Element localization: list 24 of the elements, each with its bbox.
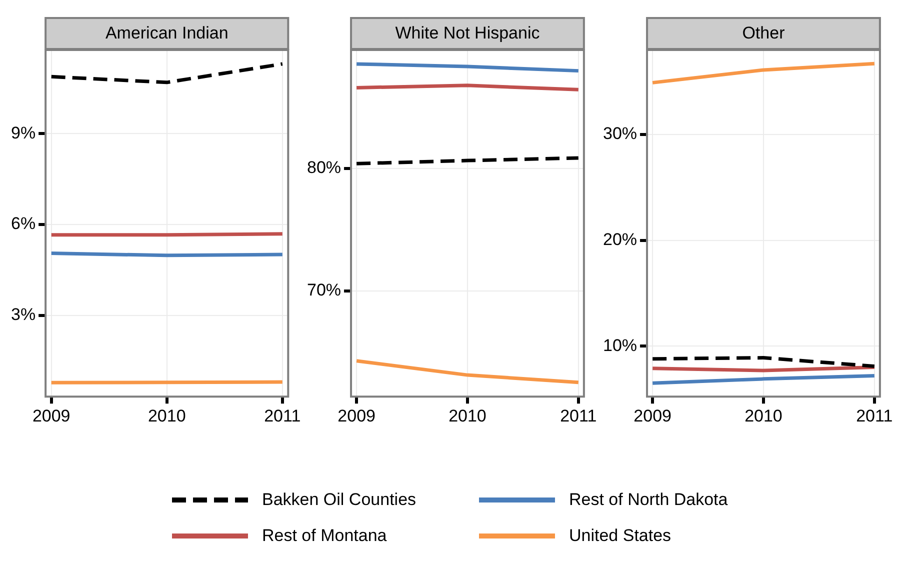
x-tick-label: 2009	[32, 406, 70, 426]
legend-label: Rest of Montana	[262, 526, 387, 546]
chart-title: Other	[742, 24, 786, 43]
x-tick-label: 2010	[148, 406, 186, 426]
x-tick-label: 2010	[448, 406, 486, 426]
legend-label: United States	[569, 526, 672, 546]
x-tick-label: 2009	[338, 406, 376, 426]
chart-title: White Not Hispanic	[395, 24, 540, 43]
y-tick-label: 9%	[10, 123, 36, 142]
x-tick-label: 2010	[744, 406, 782, 426]
y-tick-label: 80%	[306, 158, 342, 178]
y-tick-label: 70%	[306, 280, 342, 300]
x-tick-label: 2011	[856, 406, 893, 426]
y-tick-label: 10%	[602, 336, 638, 355]
chart-title: American Indian	[105, 24, 228, 43]
y-tick-label: 3%	[10, 305, 36, 324]
y-tick-label: 20%	[602, 230, 638, 250]
legend-label: Bakken Oil Counties	[262, 490, 416, 510]
y-tick-label: 30%	[602, 124, 638, 144]
y-tick-label: 6%	[10, 214, 36, 234]
x-tick-label: 2011	[264, 406, 301, 426]
legend-label: Rest of North Dakota	[569, 490, 728, 510]
x-tick-label: 2009	[634, 406, 672, 426]
x-tick-label: 2011	[560, 406, 597, 426]
